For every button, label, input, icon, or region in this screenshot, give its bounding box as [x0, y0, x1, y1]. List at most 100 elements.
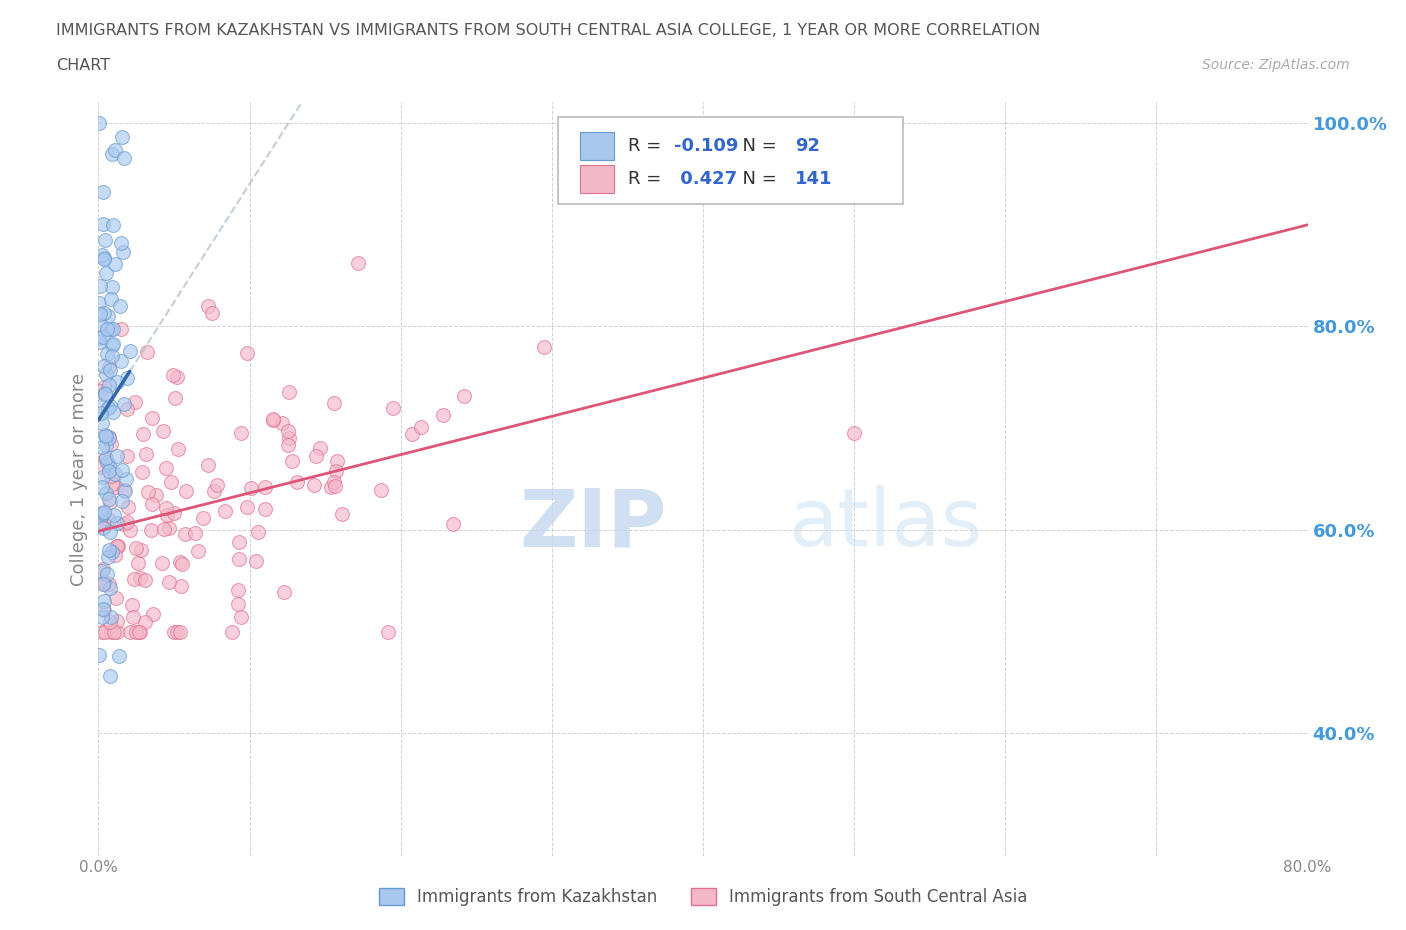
Point: [97, 401, 120, 416]
Point: [96, 566, 118, 581]
Point: [98, 580, 121, 595]
Point: [97, 309, 120, 324]
Point: [96, 322, 118, 337]
Point: [101, 146, 124, 161]
Text: R =: R =: [628, 170, 666, 188]
Point: [91, 439, 114, 454]
Point: [105, 624, 128, 639]
Point: [93, 428, 115, 443]
Text: atlas: atlas: [787, 485, 981, 564]
Point: [112, 517, 135, 532]
Point: [262, 412, 284, 427]
Point: [105, 374, 128, 389]
Point: [91, 505, 114, 520]
Point: [98, 543, 121, 558]
Point: [323, 396, 346, 411]
Point: [91, 577, 114, 591]
Point: [169, 554, 191, 569]
Point: [117, 499, 139, 514]
Point: [101, 337, 124, 352]
Point: [134, 615, 156, 630]
Point: [157, 575, 180, 590]
Point: [169, 624, 191, 639]
Point: [89, 316, 111, 331]
Point: [136, 344, 159, 359]
Point: [89, 459, 111, 474]
Point: [152, 423, 174, 438]
Point: [347, 256, 370, 271]
Point: [89, 279, 111, 294]
Point: [91, 562, 114, 577]
Point: [115, 472, 138, 486]
Point: [197, 458, 219, 472]
Point: [111, 462, 134, 477]
Point: [125, 540, 148, 555]
Point: [100, 322, 122, 337]
Text: CHART: CHART: [56, 58, 110, 73]
Point: [104, 466, 127, 481]
Point: [117, 370, 139, 385]
Point: [94, 265, 117, 280]
Point: [160, 474, 183, 489]
Point: [103, 508, 125, 523]
Point: [236, 345, 259, 360]
Point: [89, 115, 111, 130]
Point: [254, 479, 277, 494]
Point: [90, 564, 112, 578]
Point: [280, 453, 302, 468]
Text: ZIP: ZIP: [519, 485, 666, 564]
Point: [411, 419, 433, 434]
Point: [124, 394, 146, 409]
Point: [96, 485, 118, 500]
Point: [132, 427, 155, 442]
Point: [319, 479, 342, 494]
Point: [91, 248, 114, 263]
Point: [105, 516, 128, 531]
Point: [112, 397, 135, 412]
Point: [193, 511, 215, 525]
Bar: [558, 117, 903, 204]
Y-axis label: College, 1 year or more: College, 1 year or more: [70, 372, 89, 586]
Point: [93, 251, 115, 266]
Point: [127, 555, 149, 570]
Point: [120, 624, 142, 639]
Text: R =: R =: [628, 137, 666, 155]
Point: [96, 347, 118, 362]
Point: [105, 538, 128, 553]
Point: [90, 405, 112, 420]
Text: -0.109: -0.109: [673, 137, 738, 155]
Point: [93, 216, 115, 231]
Point: [105, 590, 128, 604]
Point: [97, 577, 120, 591]
Point: [163, 391, 186, 405]
Point: [98, 458, 121, 472]
Text: N =: N =: [731, 170, 782, 188]
Point: [97, 431, 120, 445]
Point: [100, 436, 122, 451]
Legend: Immigrants from Kazakhstan, Immigrants from South Central Asia: Immigrants from Kazakhstan, Immigrants f…: [373, 881, 1033, 912]
Point: [401, 427, 423, 442]
Point: [273, 585, 295, 600]
Point: [156, 507, 179, 522]
Point: [166, 369, 188, 384]
Point: [325, 463, 347, 478]
Point: [98, 494, 121, 509]
Point: [104, 547, 127, 562]
Point: [129, 543, 152, 558]
Point: [100, 624, 122, 639]
Point: [226, 583, 249, 598]
Point: [122, 571, 145, 586]
Point: [90, 508, 112, 523]
Point: [134, 573, 156, 588]
Point: [98, 398, 121, 413]
Point: [453, 389, 475, 404]
Point: [101, 348, 124, 363]
Point: [91, 624, 114, 639]
Point: [93, 603, 115, 618]
Point: [125, 624, 148, 639]
Point: [197, 299, 219, 313]
Point: [135, 446, 157, 461]
Point: [201, 306, 224, 321]
Point: [381, 401, 404, 416]
Point: [93, 451, 115, 466]
